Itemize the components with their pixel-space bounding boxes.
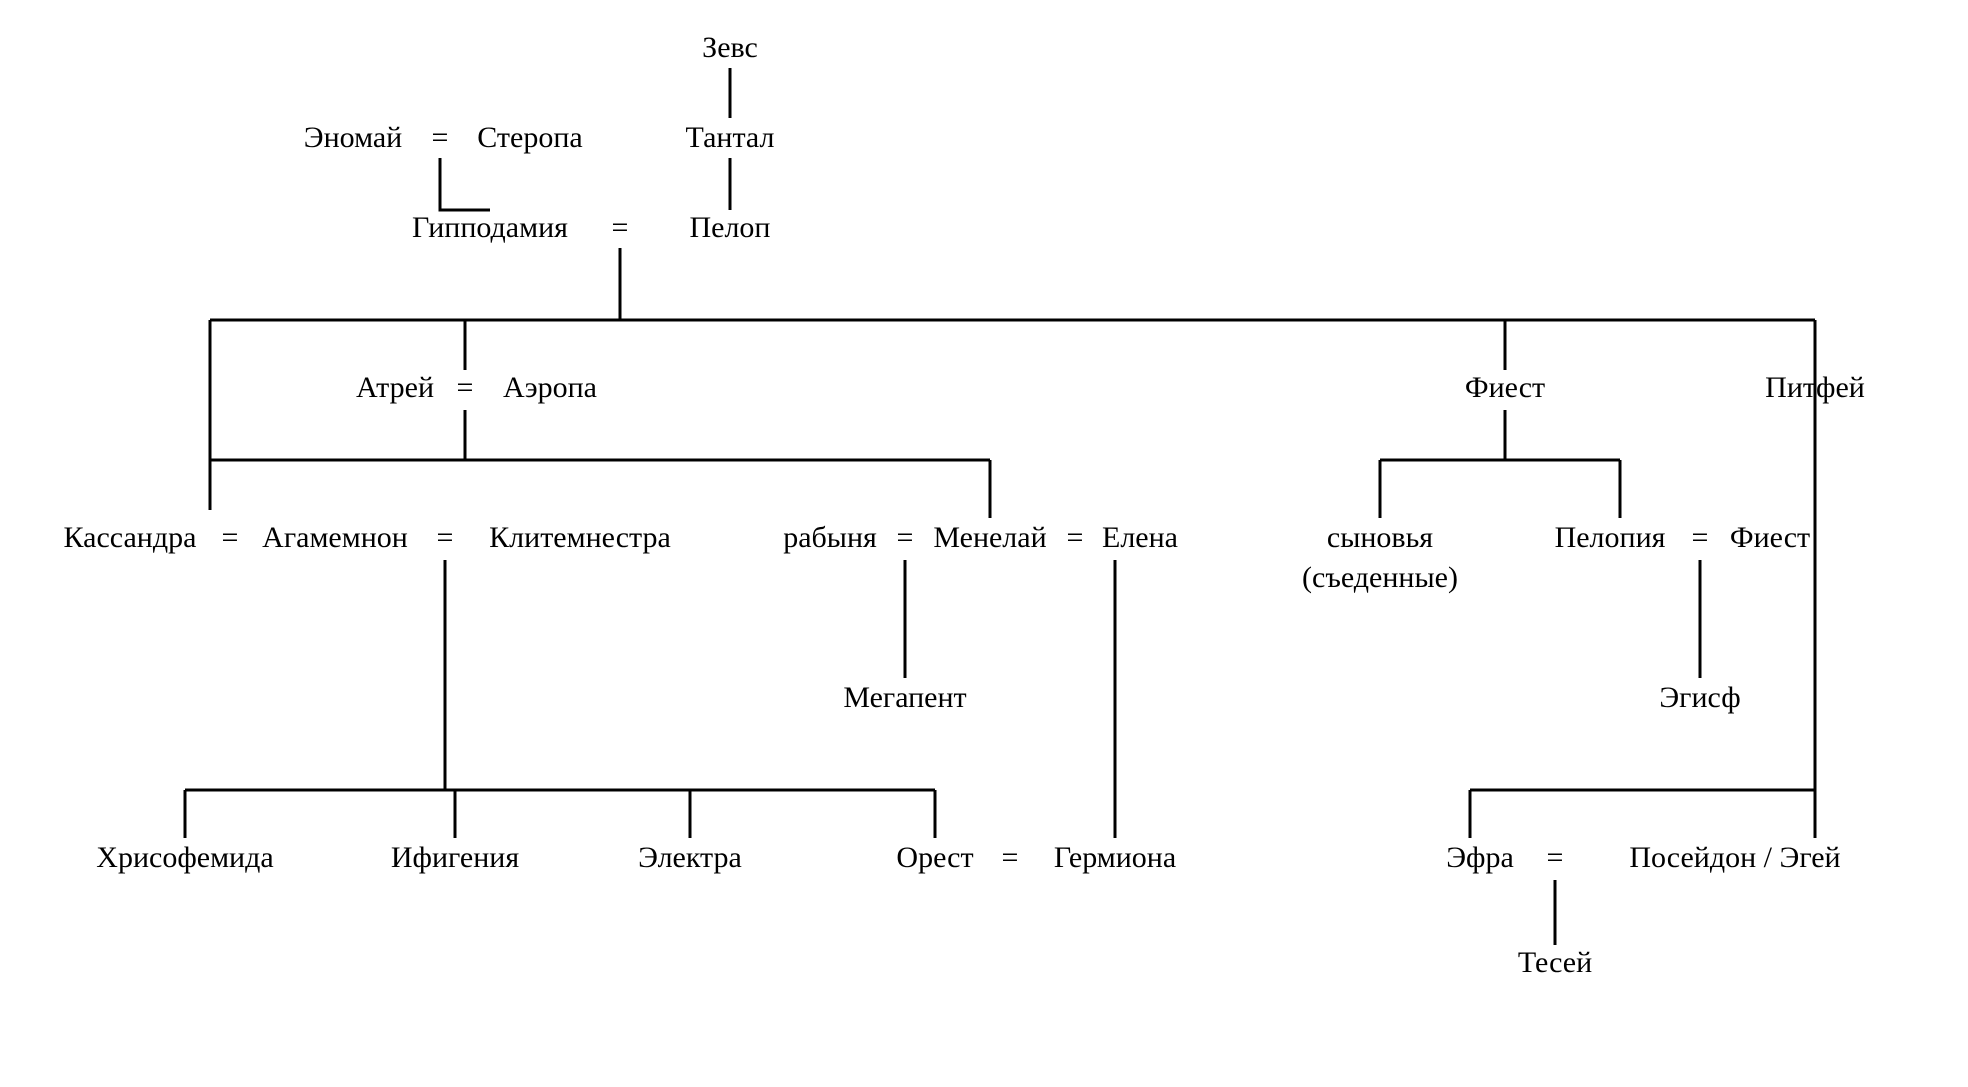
node-sons2: (съеденные) [1302,561,1458,594]
node-menelaus: Менелай [933,521,1046,554]
node-eq6: = [897,521,914,554]
node-atreus: Атрей [356,371,434,404]
node-megapenthes: Мегапент [843,681,966,714]
node-eq1: = [432,121,449,154]
node-pelopia: Пелопия [1555,521,1666,554]
node-orestes: Орест [896,841,973,874]
node-agamemnon: Агамемнон [262,521,408,554]
node-slave: рабыня [783,521,877,554]
node-eq10: = [1547,841,1564,874]
node-tantalus: Тантал [686,121,775,154]
node-eq9: = [1002,841,1019,874]
node-eq5: = [437,521,454,554]
node-pelops: Пелоп [689,211,770,244]
node-helen: Елена [1102,521,1178,554]
family-tree-diagram: Зевс Эномай = Стеропа Тантал Гипподамия = Пелоп… [0,0,1968,1087]
node-eq8: = [1692,521,1709,554]
node-thyestes: Фиест [1465,371,1545,404]
node-eq4: = [222,521,239,554]
node-eq2: = [612,211,629,244]
node-eq3: = [457,371,474,404]
node-poseidon: Посейдон / Эгей [1629,841,1840,874]
node-pittheus: Питфей [1765,371,1865,404]
node-thyestes2: Фиест [1730,521,1810,554]
node-aerope: Аэропа [503,371,597,404]
node-aegisthus: Эгисф [1659,681,1740,714]
node-zeus: Зевс [702,31,758,64]
node-electra: Электра [638,841,742,874]
node-aethra: Эфра [1446,841,1514,874]
node-clytem: Клитемнестра [489,521,671,554]
node-chrysoth: Хрисофемида [96,841,273,874]
node-oenomaus: Эномай [304,121,402,154]
tree-edge [440,158,490,210]
node-iphigenia: Ифигения [391,841,519,874]
node-sons1: сыновья [1327,521,1433,554]
node-cassandra: Кассандра [64,521,197,554]
node-hermione: Гермиона [1054,841,1176,874]
node-sterope: Стеропа [477,121,582,154]
node-eq7: = [1067,521,1084,554]
node-hippodamia: Гипподамия [412,211,568,244]
node-theseus: Тесей [1518,946,1592,979]
